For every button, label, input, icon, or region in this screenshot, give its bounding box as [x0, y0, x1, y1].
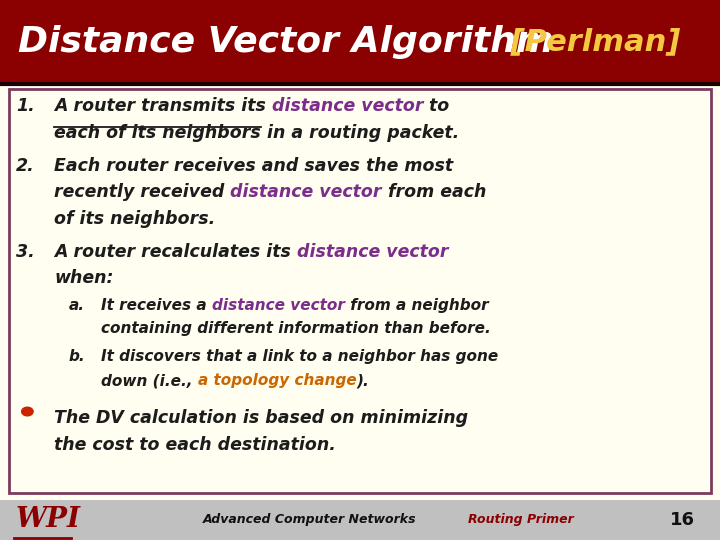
Text: in a routing packet.: in a routing packet.	[261, 124, 459, 142]
Text: 3.: 3.	[16, 243, 35, 261]
Text: The DV calculation is based on minimizing: The DV calculation is based on minimizin…	[54, 409, 468, 427]
Text: Distance Vector Algorithm: Distance Vector Algorithm	[18, 25, 554, 59]
Text: a topology change: a topology change	[197, 373, 356, 388]
Text: It discovers that a link to a neighbor has gone: It discovers that a link to a neighbor h…	[101, 349, 498, 364]
Text: 2.: 2.	[16, 157, 35, 175]
Text: down (i.e.,: down (i.e.,	[101, 373, 197, 388]
Text: b.: b.	[68, 349, 85, 364]
Text: It receives a: It receives a	[101, 298, 212, 313]
Text: A router recalculates its: A router recalculates its	[54, 243, 297, 261]
Text: to: to	[423, 97, 449, 115]
Text: when:: when:	[54, 269, 114, 287]
Text: from a neighbor: from a neighbor	[345, 298, 488, 313]
Text: containing different information than before.: containing different information than be…	[101, 321, 490, 336]
Text: Routing Primer: Routing Primer	[468, 513, 574, 526]
Text: from each: from each	[382, 184, 486, 201]
Text: distance vector: distance vector	[212, 298, 345, 313]
Text: ).: ).	[356, 373, 369, 388]
Bar	[0, 84, 720, 500]
Bar	[0, 0, 720, 84]
Bar	[0, 500, 720, 540]
Text: 1.: 1.	[16, 97, 35, 115]
Text: distance vector: distance vector	[272, 97, 423, 115]
Text: recently received: recently received	[54, 184, 230, 201]
Text: a.: a.	[68, 298, 84, 313]
Text: Advanced Computer Networks: Advanced Computer Networks	[203, 513, 416, 526]
Text: each of its neighbors: each of its neighbors	[54, 124, 261, 142]
Circle shape	[22, 407, 33, 416]
Text: of its neighbors.: of its neighbors.	[54, 210, 215, 228]
Text: A router transmits its: A router transmits its	[54, 97, 272, 115]
Text: [Perlman]: [Perlman]	[500, 28, 681, 56]
Text: WPI: WPI	[16, 507, 81, 534]
Text: Each router receives and saves the most: Each router receives and saves the most	[54, 157, 453, 175]
Text: distance vector: distance vector	[297, 243, 449, 261]
Text: distance vector: distance vector	[230, 184, 382, 201]
Text: 16: 16	[670, 511, 695, 529]
Text: the cost to each destination.: the cost to each destination.	[54, 436, 336, 454]
